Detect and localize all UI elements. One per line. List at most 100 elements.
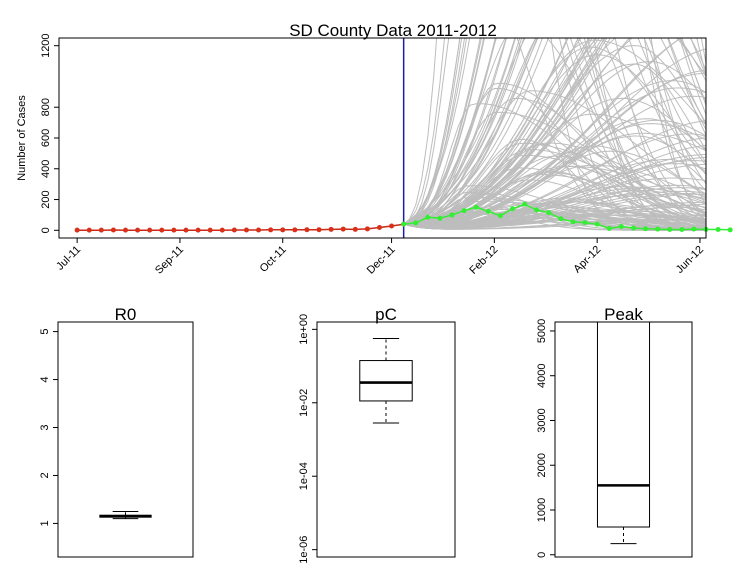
y-tick-label: 1 (39, 520, 51, 526)
boxplot-frame (316, 321, 456, 558)
projection-curve (403, 200, 706, 228)
projection-curve (403, 38, 550, 225)
projection-curve (403, 90, 706, 226)
iqr-box (359, 360, 413, 402)
future-point (413, 220, 419, 226)
boxplot-title: Peak (604, 305, 643, 324)
x-tick-label: Oct-11 (258, 244, 289, 275)
boxplot-marks (596, 322, 651, 545)
projection-curve (403, 38, 538, 225)
y-tick-label: 5 (39, 329, 51, 335)
boxplot-title: pC (375, 305, 397, 324)
boxplot-marks (99, 510, 152, 520)
projection-curve (403, 137, 706, 227)
observed-point (292, 227, 298, 233)
projection-curve (403, 38, 568, 225)
future-point (485, 209, 491, 215)
observed-point (231, 227, 237, 233)
y-tick-label: 400 (40, 160, 52, 178)
future-point (558, 216, 564, 222)
y-tick-label: 1200 (40, 33, 52, 57)
y-tick-label: 200 (40, 190, 52, 208)
projection-curve (403, 38, 706, 225)
future-point (691, 226, 697, 232)
projection-curve (403, 38, 569, 225)
y-tick-label: 1e+00 (298, 314, 310, 345)
projection-curve (403, 38, 608, 225)
observed-point (316, 227, 322, 233)
future-point (594, 221, 600, 227)
y-tick-label: 2000 (536, 453, 548, 477)
future-point (643, 226, 649, 232)
projection-curve (403, 38, 543, 225)
future-point (425, 214, 431, 220)
y-axis-label: Number of Cases (16, 95, 28, 181)
observed-point (123, 227, 129, 233)
observed-point (159, 227, 165, 233)
projection-curve (403, 82, 706, 226)
projection-curve (403, 167, 706, 227)
future-point (401, 221, 407, 227)
x-tick-label: Sep-11 (153, 244, 186, 277)
observed-line (77, 223, 404, 231)
future-line (403, 203, 731, 231)
y-tick-label: 3 (39, 424, 51, 430)
future-point (449, 212, 455, 218)
projection-curve (403, 215, 706, 230)
projection-curve (403, 38, 706, 225)
projection-curve (403, 38, 706, 231)
future-point (715, 227, 721, 233)
observed-point (74, 227, 80, 233)
projection-curve (403, 38, 706, 225)
iqr-box (596, 322, 651, 528)
y-tick-label: 1e-06 (298, 536, 310, 564)
x-tick-label: Dec-11 (365, 244, 398, 277)
projection-curve (403, 38, 593, 225)
observed-point (219, 227, 225, 233)
future-point (727, 227, 733, 233)
future-point (497, 213, 503, 219)
projection-curve (403, 38, 706, 227)
boxplot-marks (359, 338, 413, 424)
projection-curve (403, 38, 706, 225)
observed-point (171, 227, 177, 233)
observed-point (243, 227, 249, 233)
y-tick-label: 1e-04 (298, 462, 310, 490)
observed-point (268, 227, 274, 233)
r0-boxplot: R0 1 2 3 4 5 (39, 305, 194, 558)
peak-boxplot: Peak 0 1000 2000 3000 4000 5000 (536, 305, 693, 558)
projection-curve (403, 38, 706, 226)
boxplot-title: R0 (115, 305, 137, 324)
projection-curve (403, 38, 516, 225)
y-tick-label: 5000 (536, 319, 548, 343)
x-tick-label: Jul-11 (54, 244, 83, 273)
projection-curve (403, 38, 525, 225)
y-tick-label: 600 (40, 129, 52, 147)
projection-curve (403, 195, 706, 229)
future-point (461, 208, 467, 214)
projection-curve (403, 135, 706, 227)
x-tick-label: Jun-12 (674, 244, 706, 276)
future-point (534, 207, 540, 213)
future-point (437, 215, 443, 221)
x-axis: Jul-11 Sep-11 Oct-11 Dec-11 Feb-12 Apr-12 Jun-… (54, 238, 706, 277)
observed-point (110, 227, 116, 233)
observed-point (147, 227, 153, 233)
observed-point (352, 226, 358, 232)
projection-curve (403, 38, 706, 225)
future-point (655, 226, 661, 232)
y-tick-label: 0 (536, 552, 548, 558)
observed-point (195, 227, 201, 233)
future-point (570, 219, 576, 225)
future-point (582, 220, 588, 226)
observed-point (340, 226, 346, 232)
future-point (679, 227, 685, 233)
projection-curve (403, 38, 706, 231)
projection-curve (403, 38, 706, 225)
observed-point (135, 227, 141, 233)
projection-curve (403, 164, 706, 227)
y-tick-label: 1000 (536, 498, 548, 522)
observed-point (364, 226, 370, 232)
y-tick-label: 1e-02 (298, 389, 310, 417)
